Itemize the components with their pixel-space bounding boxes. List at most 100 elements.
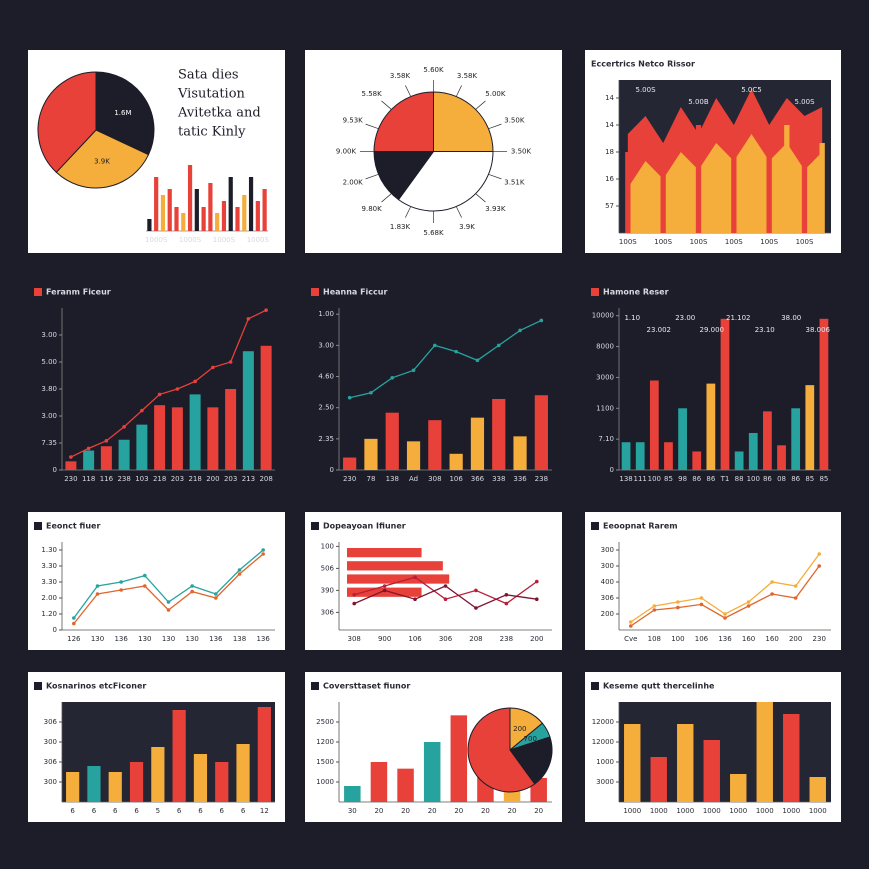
bar xyxy=(370,762,388,802)
x-tick-label: 85 xyxy=(819,475,828,483)
legend-marker xyxy=(311,682,319,690)
y-tick-label: 300 xyxy=(44,778,57,786)
bar xyxy=(801,161,808,233)
point xyxy=(382,584,387,588)
point xyxy=(474,588,478,593)
pie-label: 9.53K xyxy=(343,116,364,124)
pie-label: 1.83K xyxy=(390,223,411,231)
y-tick-label: 57 xyxy=(605,202,614,210)
annotation: 5.00S xyxy=(794,98,815,106)
annotation: 5.00S xyxy=(635,86,656,94)
point xyxy=(95,584,100,588)
bar xyxy=(660,143,666,233)
point xyxy=(652,608,657,612)
point xyxy=(413,575,417,579)
pie-label: 3.50K xyxy=(504,116,525,124)
x-tick-label: 88 xyxy=(735,475,744,483)
y-tick-label: 2.00 xyxy=(41,594,57,602)
point xyxy=(72,616,76,620)
chart-title: Eccertrics Netco Rissor xyxy=(591,60,695,69)
annotation: 29.000 xyxy=(700,326,725,334)
x-tick-label: 6 xyxy=(113,807,118,815)
bar xyxy=(364,438,378,470)
x-tick-label: 138 xyxy=(386,475,399,483)
point xyxy=(143,573,147,578)
leader-line xyxy=(381,193,392,203)
bar xyxy=(664,442,673,470)
y-tick-label: 1100 xyxy=(596,404,614,412)
y-tick-label: 8000 xyxy=(596,343,614,351)
bar xyxy=(262,189,267,231)
x-tick-label: 126 xyxy=(67,635,81,643)
point xyxy=(347,395,352,400)
y-tick-label: 2.35 xyxy=(318,435,334,443)
pie-label: 1.6M xyxy=(114,109,131,117)
y-tick-label: 3000 xyxy=(596,778,614,786)
point xyxy=(652,604,657,608)
y-tick-label: 0 xyxy=(53,466,57,474)
bar xyxy=(819,143,825,233)
leader-line xyxy=(455,85,462,97)
y-tick-label: 12000 xyxy=(592,738,614,746)
point xyxy=(518,328,522,333)
bar xyxy=(242,351,254,470)
bar xyxy=(534,395,548,470)
pie-label: 3.50K xyxy=(511,148,532,156)
bar xyxy=(763,411,772,470)
pie-label: 3.58K xyxy=(457,72,478,80)
bar xyxy=(731,134,737,233)
bar xyxy=(136,424,148,470)
bar xyxy=(65,461,77,470)
bar xyxy=(347,574,450,584)
y-tick-label: 200 xyxy=(601,610,614,618)
y-tick-label: 3.30 xyxy=(41,578,57,586)
point xyxy=(443,584,448,588)
pie-slice xyxy=(373,151,435,201)
y-tick-label: 0 xyxy=(53,626,57,634)
y-tick-label: 7.35 xyxy=(41,439,57,447)
point xyxy=(369,390,373,395)
bar xyxy=(83,450,95,470)
y-tick-label: 12000 xyxy=(592,718,614,726)
point xyxy=(193,379,197,384)
annotation: 1.10 xyxy=(624,314,640,322)
point xyxy=(746,600,751,604)
x-tick-label: 20 xyxy=(454,807,463,815)
pie-label: 3.51K xyxy=(504,179,525,187)
pie-slice xyxy=(55,129,150,189)
y-tick-label: 506 xyxy=(321,564,335,572)
x-tick-label: 200 xyxy=(530,635,543,643)
bar xyxy=(129,762,144,802)
annotation: 5.00B xyxy=(688,98,709,106)
x-tick-label: 20 xyxy=(481,807,490,815)
point xyxy=(475,358,480,363)
x-tick-label: 86 xyxy=(791,475,800,483)
x-tick-label: 138 xyxy=(619,475,632,483)
pie-label: 9.00K xyxy=(336,148,357,156)
x-tick-label: 213 xyxy=(242,475,255,483)
chart-title: Hamone Reser xyxy=(603,288,669,297)
x-tick-label: 20 xyxy=(428,807,437,815)
bar xyxy=(154,177,159,231)
point xyxy=(454,349,458,354)
y-tick-label: 10000 xyxy=(592,312,614,320)
x-tick-label: 86 xyxy=(763,475,772,483)
annotation: 23.00 xyxy=(675,314,695,322)
x-tick-label: 130 xyxy=(138,635,151,643)
y-tick-label: 3.00 xyxy=(318,341,334,349)
leader-line xyxy=(455,206,462,218)
point xyxy=(237,572,242,576)
x-tick-label: 306 xyxy=(439,635,453,643)
point xyxy=(86,446,91,451)
legend-marker xyxy=(591,288,599,296)
point xyxy=(413,597,417,601)
x-tick-label: 111 xyxy=(634,475,647,483)
point xyxy=(166,608,171,612)
pie-label: 2.00K xyxy=(343,179,364,187)
annotation: 23.002 xyxy=(647,326,672,334)
x-tick-label: 138 xyxy=(233,635,246,643)
point xyxy=(699,602,704,607)
x-tick-label: 6 xyxy=(241,807,246,815)
legend-marker xyxy=(34,522,42,530)
area xyxy=(627,134,823,233)
